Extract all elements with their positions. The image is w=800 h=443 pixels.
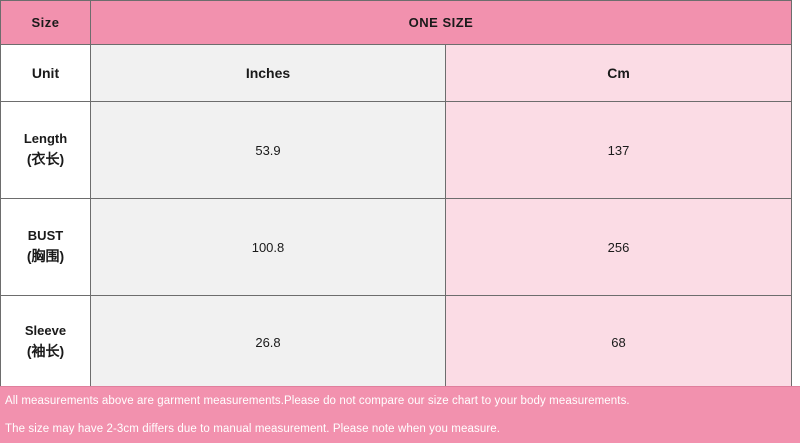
header-one-size-cell: ONE SIZE	[90, 0, 792, 45]
header-size-cell: Size	[0, 0, 91, 45]
table-row: Sleeve (袖长) 26.8 68	[0, 295, 792, 389]
row-label-zh: (衣长)	[26, 151, 65, 168]
row-label-length: Length (衣长)	[0, 101, 91, 199]
table-row: Length (衣长) 53.9 137	[0, 101, 792, 199]
unit-cm-cell: Cm	[445, 44, 792, 102]
size-chart-table: Size ONE SIZE Unit Inches Cm Length (衣长)…	[0, 0, 792, 389]
length-inches-value: 53.9	[90, 101, 446, 199]
sleeve-cm-value: 68	[445, 295, 792, 389]
row-label-en: Length	[23, 131, 68, 147]
bust-inches-value: 100.8	[90, 198, 446, 296]
row-label-zh: (袖长)	[26, 343, 65, 360]
unit-label-cell: Unit	[0, 44, 91, 102]
row-label-zh: (胸围)	[26, 248, 65, 265]
sleeve-inches-value: 26.8	[90, 295, 446, 389]
unit-row: Unit Inches Cm	[0, 44, 792, 102]
footer-notes: All measurements above are garment measu…	[0, 386, 800, 443]
row-label-en: Sleeve	[24, 323, 67, 339]
length-cm-value: 137	[445, 101, 792, 199]
footer-note-tolerance: The size may have 2-3cm differs due to m…	[5, 423, 501, 435]
footer-note-measurements: All measurements above are garment measu…	[5, 395, 630, 407]
unit-inches-cell: Inches	[90, 44, 446, 102]
row-label-bust: BUST (胸围)	[0, 198, 91, 296]
bust-cm-value: 256	[445, 198, 792, 296]
table-row: BUST (胸围) 100.8 256	[0, 198, 792, 296]
row-label-sleeve: Sleeve (袖长)	[0, 295, 91, 389]
table-header-row: Size ONE SIZE	[0, 0, 792, 45]
row-label-en: BUST	[27, 228, 64, 244]
